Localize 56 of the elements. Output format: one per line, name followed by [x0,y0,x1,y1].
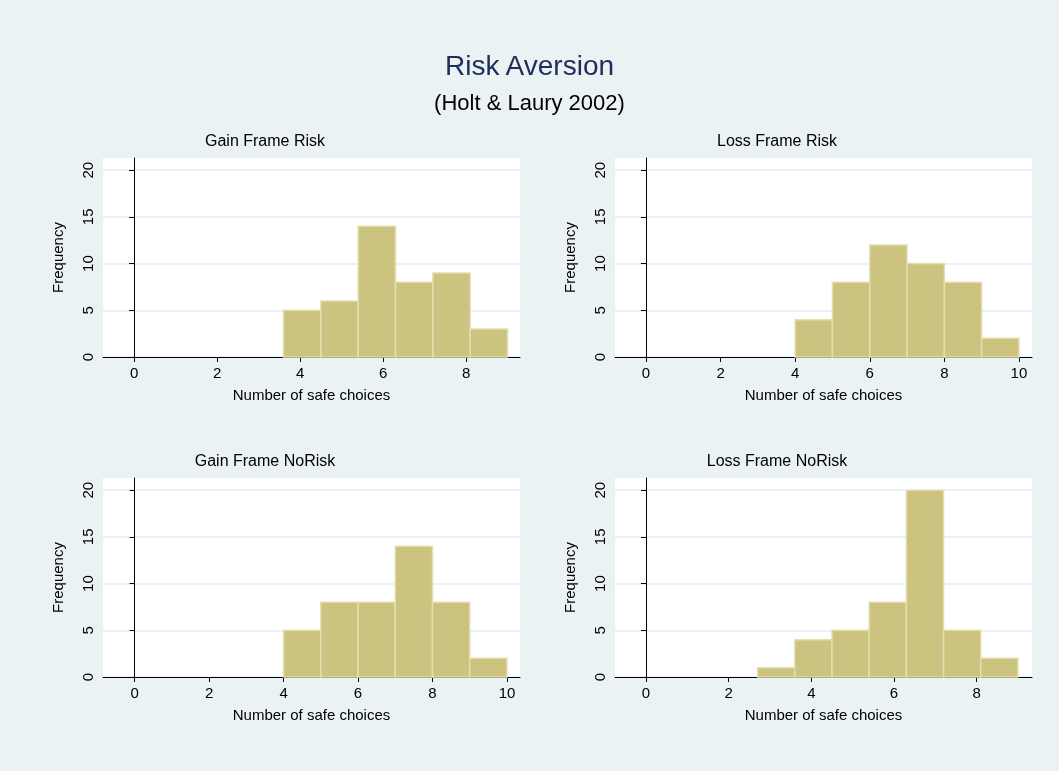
y-tick-label: 15 [591,528,608,546]
chart-title: Gain Frame Risk [204,131,327,149]
y-tick-label: 0 [79,352,96,362]
x-tick-label: 6 [889,684,899,701]
text: (Holt & Laury 2002) [433,90,626,116]
x-tick-label: 2 [204,684,214,701]
x-tick-label: 8 [972,684,981,701]
y-tick-label: 5 [591,306,608,315]
y-axis-title: Frequency [49,221,66,293]
x-tick-label: 6 [378,364,388,381]
x-tick-label: 4 [790,364,800,381]
chart-title: Loss Frame NoRisk [706,451,849,469]
y-tick-label: 5 [79,306,96,315]
x-tick-label: 6 [865,364,874,381]
x-tick-label: 10 [498,684,516,701]
x-tick-label: 0 [130,684,139,701]
x-tick-label: 4 [295,364,305,381]
y-tick-label: 15 [591,208,608,226]
x-axis-title: Number of safe choices [744,706,903,723]
y-tick-label: 10 [79,255,96,272]
y-axis-title: Frequency [561,221,578,293]
x-tick-label: 8 [461,364,471,381]
y-axis-title: Frequency [561,541,578,613]
y-tick-label: 10 [591,255,608,272]
y-tick-label: 15 [79,208,96,226]
text: Risk Aversion [443,50,616,82]
y-tick-label: 10 [79,575,96,592]
y-tick-label: 15 [79,528,96,546]
x-tick-label: 6 [353,684,363,701]
x-tick-label: 0 [641,684,651,701]
x-tick-label: 4 [279,684,288,701]
x-axis-title: Number of safe choices [232,386,391,403]
chart-title: Loss Frame Risk [716,131,839,149]
x-tick-label: 0 [129,364,139,381]
x-axis-title: Number of safe choices [232,706,391,723]
chart-title: Gain Frame NoRisk [194,451,337,469]
y-tick-label: 5 [79,626,96,635]
y-tick-label: 20 [591,481,608,499]
y-tick-label: 5 [591,626,608,635]
x-tick-label: 2 [724,684,733,701]
y-tick-label: 20 [79,481,96,499]
y-tick-label: 20 [79,161,96,179]
y-tick-label: 0 [591,672,608,682]
y-tick-label: 0 [79,672,96,682]
x-tick-label: 4 [807,684,816,701]
y-tick-label: 10 [591,575,608,592]
x-tick-label: 2 [716,364,725,381]
y-axis-title: Frequency [49,541,66,613]
x-tick-label: 8 [428,684,437,701]
y-tick-label: 20 [591,161,608,179]
y-tick-label: 0 [591,352,608,362]
x-tick-label: 10 [1010,364,1028,381]
x-axis-title: Number of safe choices [744,386,903,403]
x-tick-label: 0 [641,364,651,381]
x-tick-label: 2 [212,364,222,381]
x-tick-label: 8 [940,364,949,381]
